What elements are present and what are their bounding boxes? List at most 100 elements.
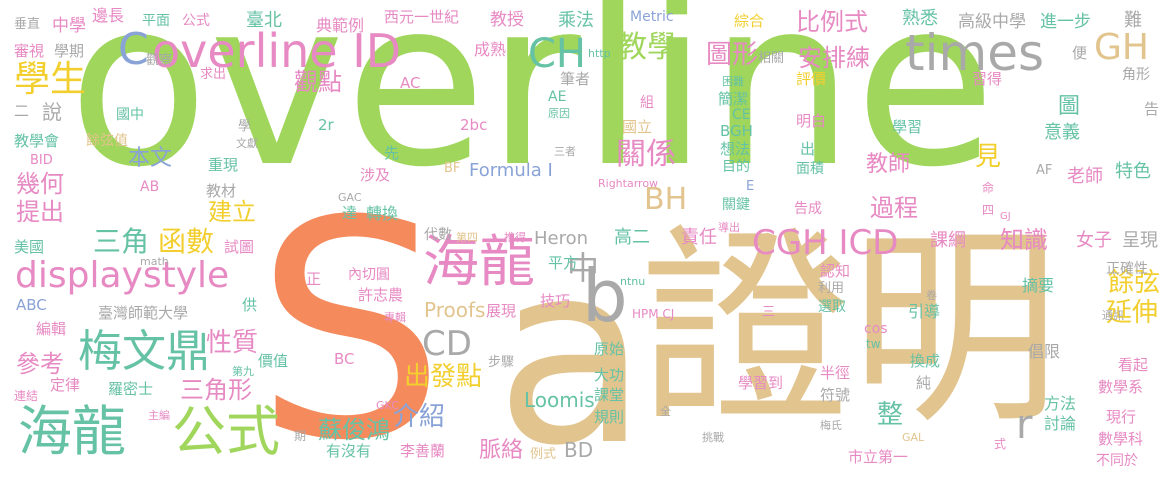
word-zheng: 整 bbox=[877, 400, 904, 430]
word-xingzhi: 性質 bbox=[206, 328, 259, 358]
word-ketang: 課堂 bbox=[594, 386, 625, 404]
word-xian: 先 bbox=[384, 144, 400, 162]
word-jieshao: 介紹 bbox=[393, 402, 446, 432]
word-zhengming: 證明 bbox=[640, 207, 1061, 452]
word-zhishi: 知識 bbox=[1000, 226, 1048, 254]
word-cankao: 參考 bbox=[16, 350, 64, 378]
word-guize: 規則 bbox=[594, 408, 625, 426]
word-butongyu: 不同於 bbox=[1096, 453, 1138, 469]
word-proofs: Proofs bbox=[424, 298, 486, 322]
word-daochu: 導出 bbox=[718, 221, 740, 234]
word-bd: BD bbox=[564, 438, 594, 462]
word-liyong: 利用 bbox=[818, 281, 845, 296]
word-chengshu: 成熟 bbox=[474, 40, 507, 59]
word-guozhong: 國中 bbox=[116, 107, 144, 123]
word-pingjia: 評價 bbox=[796, 70, 827, 88]
word-tiaozhan: 挑戰 bbox=[702, 431, 724, 444]
word-shuxi: 熟悉 bbox=[902, 8, 938, 29]
word-shitu: 試圖 bbox=[224, 238, 255, 256]
word-daishu: 代數 bbox=[424, 227, 452, 243]
word-yindao: 引導 bbox=[908, 302, 941, 321]
word-hanshu: 函數 bbox=[158, 225, 215, 258]
word-hailong-teal: 海龍 bbox=[18, 400, 126, 463]
word-ae: AE bbox=[548, 89, 567, 105]
word-hpm-cj: HPM CJ bbox=[632, 307, 675, 321]
word-tw: tw bbox=[866, 337, 881, 351]
word-2r: 2r bbox=[318, 116, 334, 134]
word-xiangfa: 想法 bbox=[720, 140, 751, 158]
word-kanqi: 看起 bbox=[1118, 356, 1149, 374]
word-dinglv: 定律 bbox=[50, 376, 81, 394]
word-mailuo: 脈絡 bbox=[479, 438, 524, 463]
word-cd: CD bbox=[422, 324, 472, 364]
word-zhengquexing: 正確性 bbox=[1106, 261, 1148, 277]
word-san-small: 三 bbox=[762, 305, 776, 320]
word-hailong-pink: 海龍 bbox=[423, 230, 535, 295]
word-jiaoshou: 教授 bbox=[490, 10, 524, 30]
word-mudi: 目的 bbox=[722, 159, 750, 175]
word-laoshi: 老師 bbox=[1067, 166, 1103, 187]
word-sanjiaoxing: 三角形 bbox=[180, 376, 252, 404]
word-meiwending: 梅文鼎 bbox=[78, 326, 210, 377]
word-mianji: 面積 bbox=[796, 161, 824, 177]
word-dianfanli: 典範例 bbox=[316, 16, 365, 35]
word-jihe: 幾何 bbox=[16, 170, 64, 198]
word-yanshen: 延伸 bbox=[1106, 298, 1159, 328]
word-guancha: 觀察 bbox=[146, 53, 173, 68]
word-tese: 特色 bbox=[1115, 161, 1151, 182]
word-metric: Metric bbox=[630, 9, 674, 25]
word-jiaoxue: 教學 bbox=[617, 30, 677, 65]
word-yiyi: 意義 bbox=[1044, 122, 1080, 143]
word-banjing: 半徑 bbox=[820, 364, 851, 382]
word-lianjie: 連結 bbox=[14, 389, 39, 403]
word-overline-id: overline ID bbox=[152, 24, 402, 78]
word-sujunhong: 蘇俊鴻 bbox=[318, 416, 390, 444]
word-tichu: 提出 bbox=[16, 198, 64, 226]
word-zu: 組 bbox=[640, 95, 654, 111]
word-rightarrow: Rightarrow bbox=[598, 177, 659, 190]
word-xiyuan: 西元一世紀 bbox=[384, 8, 460, 26]
word-lishi: 例式 bbox=[530, 447, 557, 462]
word-youmeiyou: 有沒有 bbox=[326, 442, 372, 460]
word-guanxi: 關係 bbox=[616, 137, 676, 172]
word-bh: BH bbox=[644, 182, 688, 217]
word-kegang: 課綱 bbox=[930, 230, 966, 251]
word-lishanlan: 李善蘭 bbox=[400, 442, 446, 460]
word-jian: 見 bbox=[975, 142, 1002, 172]
word-da: 達 bbox=[342, 204, 358, 222]
word-yuanyin: 原因 bbox=[548, 107, 570, 120]
word-xide: 習得 bbox=[972, 70, 1003, 88]
word-guanjian: 關鍵 bbox=[722, 197, 750, 213]
word-ming: 命 bbox=[982, 181, 995, 195]
word-bgh: BGH bbox=[720, 122, 753, 140]
word-sheji: 涉及 bbox=[360, 166, 391, 184]
word-xue: 學 bbox=[238, 119, 252, 134]
word-pingmian: 平面 bbox=[142, 13, 170, 29]
word-c: C bbox=[118, 24, 149, 75]
word-tongxun: 通訊 bbox=[1102, 309, 1124, 322]
word-zhubian: 主編 bbox=[148, 409, 170, 422]
word-yuanshi: 原始 bbox=[594, 340, 625, 358]
word-jiaoxuehui: 教學會 bbox=[14, 132, 60, 150]
word-mingbai: 明白 bbox=[796, 112, 827, 130]
word-overline: overline bbox=[68, 0, 996, 218]
word-bizhe: 筆者 bbox=[560, 70, 591, 88]
word-jianjie: 簡潔 bbox=[718, 90, 749, 108]
word-buzhou: 步驟 bbox=[488, 355, 515, 370]
word-heron: Heron bbox=[534, 228, 589, 249]
word-taolun: 討論 bbox=[1044, 414, 1077, 433]
word-gao: 告 bbox=[1144, 100, 1160, 118]
word-dagong: 大功 bbox=[594, 366, 625, 384]
word-guoli: 國立 bbox=[622, 118, 653, 136]
word-bid: BID bbox=[30, 153, 53, 168]
word-jiazhi: 價值 bbox=[258, 352, 289, 370]
word-fangfa: 方法 bbox=[1044, 394, 1077, 413]
word-bianji: 編輯 bbox=[36, 320, 67, 338]
word-shenshi: 審視 bbox=[14, 42, 45, 60]
word-bf: BF bbox=[444, 161, 461, 176]
word-zhuanhuan: 轉換 bbox=[366, 204, 399, 223]
word-sanzhe: 三者 bbox=[554, 145, 576, 158]
word-displaystyle: displaystyle bbox=[15, 255, 230, 296]
word-jiaoxing: 角形 bbox=[1122, 67, 1150, 83]
word-chongxian: 重現 bbox=[208, 156, 239, 174]
